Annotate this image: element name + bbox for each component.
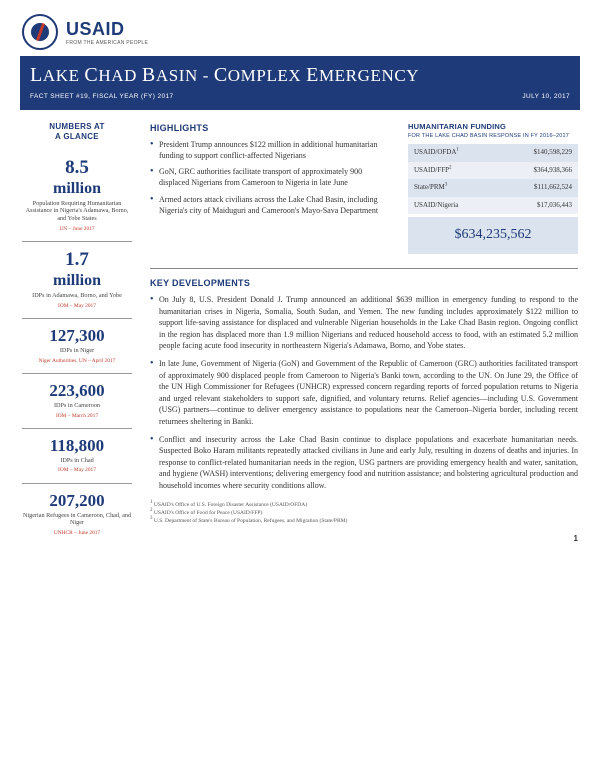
factsheet-date: JULY 10, 2017 [522,93,570,102]
stat: 223,600 IDPs in Cameroon IOM – March 2017 [22,374,132,429]
stat-label: IDPs in Cameroon [22,402,132,410]
stat-label: IDPs in Chad [22,457,132,465]
funding-heading: HUMANITARIAN FUNDING [408,122,578,132]
funding-subheading: FOR THE LAKE CHAD BASIN RESPONSE IN FY 2… [408,133,578,140]
page-number: 1 [150,534,578,545]
funding-amount: $140,598,229 [498,144,578,161]
stat-label: IDPs in Adamawa, Borno, and Yobe [22,292,132,300]
stat-label: Nigerian Refugees in Cameroon, Chad, and… [22,512,132,528]
stat: 127,300 IDPs in Niger Niger Authorities, U… [22,319,132,374]
stat-label: IDPs in Niger [22,347,132,355]
stat-value: 118,800 [22,437,132,455]
funding-amount: $111,662,524 [498,179,578,196]
funding-label: State/PRM3 [408,179,498,196]
funding-label: USAID/OFDA1 [408,144,498,161]
funding-row: State/PRM3$111,662,524 [408,179,578,196]
funding-table: USAID/OFDA1$140,598,229USAID/FFP2$364,93… [408,144,578,214]
header: USAID FROM THE AMERICAN PEOPLE [22,14,578,50]
stat-source: UN – June 2017 [22,226,132,233]
stat: 207,200 Nigerian Refugees in Cameroon, Ch… [22,484,132,546]
keydev-item: On July 8, U.S. President Donald J. Trum… [150,294,578,352]
funding-label: USAID/Nigeria [408,197,498,214]
title-bar: LAKE CHAD BASIN - COMPLEX EMERGENCY FACT… [20,56,580,110]
stat: 118,800 IDPs in Chad IOM – May 2017 [22,429,132,484]
right-column: HIGHLIGHTS President Trump announces $12… [150,122,578,546]
stat-value: 223,600 [22,382,132,400]
stat: 1.7million IDPs in Adamawa, Borno, and Yo… [22,242,132,319]
funding-row: USAID/Nigeria$17,036,443 [408,197,578,214]
highlights-section: HIGHLIGHTS President Trump announces $12… [150,122,394,254]
stat: 8.5millionPopulation Requiring Humanitar… [22,150,132,242]
funding-row: USAID/OFDA1$140,598,229 [408,144,578,161]
funding-row: USAID/FFP2$364,938,366 [408,162,578,179]
keydev-heading: KEY DEVELOPMENTS [150,277,578,289]
highlights-list: President Trump announces $122 million i… [150,139,394,216]
glance-heading: NUMBERS AT A GLANCE [22,122,132,142]
highlight-item: GoN, GRC authorities facilitate transpor… [150,166,394,188]
stat-source: IOM – May 2017 [22,303,132,310]
stat-source: IOM – May 2017 [22,467,132,474]
keydev-list: On July 8, U.S. President Donald J. Trum… [150,294,578,492]
usaid-seal-icon [22,14,58,50]
stat-value: 8.5million [22,158,132,198]
footnote: 1 USAID's Office of U.S. Foreign Disaste… [150,502,578,509]
funding-total: $634,235,562 [408,217,578,254]
footnote: 2 USAID's Office of Food for Peace (USAI… [150,510,578,517]
keydev-item: Conflict and insecurity across the Lake … [150,434,578,492]
stat-source: UNHCR – June 2017 [22,530,132,537]
highlight-item: Armed actors attack civilians across the… [150,194,394,216]
stat-value: 127,300 [22,327,132,345]
brand-block: USAID FROM THE AMERICAN PEOPLE [66,17,148,46]
doc-title: LAKE CHAD BASIN - COMPLEX EMERGENCY [30,62,570,89]
footnotes: 1 USAID's Office of U.S. Foreign Disaste… [150,502,578,526]
numbers-at-a-glance: NUMBERS AT A GLANCE 8.5millionPopulation… [22,122,132,546]
stat-label: Population Requiring Humanitarian Assist… [22,200,132,223]
funding-label: USAID/FFP2 [408,162,498,179]
highlight-item: President Trump announces $122 million i… [150,139,394,161]
stat-value: 1.7million [22,250,132,290]
brand-tagline: FROM THE AMERICAN PEOPLE [66,40,148,47]
key-developments-section: KEY DEVELOPMENTS On July 8, U.S. Preside… [150,268,578,492]
funding-amount: $17,036,443 [498,197,578,214]
funding-amount: $364,938,366 [498,162,578,179]
highlights-heading: HIGHLIGHTS [150,122,394,134]
footnote: 3 U.S. Department of State's Bureau of P… [150,518,578,525]
brand-name: USAID [66,17,148,41]
stat-source: IOM – March 2017 [22,413,132,420]
stat-source: Niger Authorities, UN – April 2017 [22,358,132,365]
stat-value: 207,200 [22,492,132,510]
keydev-item: In late June, Government of Nigeria (GoN… [150,358,578,428]
factsheet-number: FACT SHEET #19, FISCAL YEAR (FY) 2017 [30,93,174,102]
funding-box: HUMANITARIAN FUNDING FOR THE LAKE CHAD B… [408,122,578,254]
